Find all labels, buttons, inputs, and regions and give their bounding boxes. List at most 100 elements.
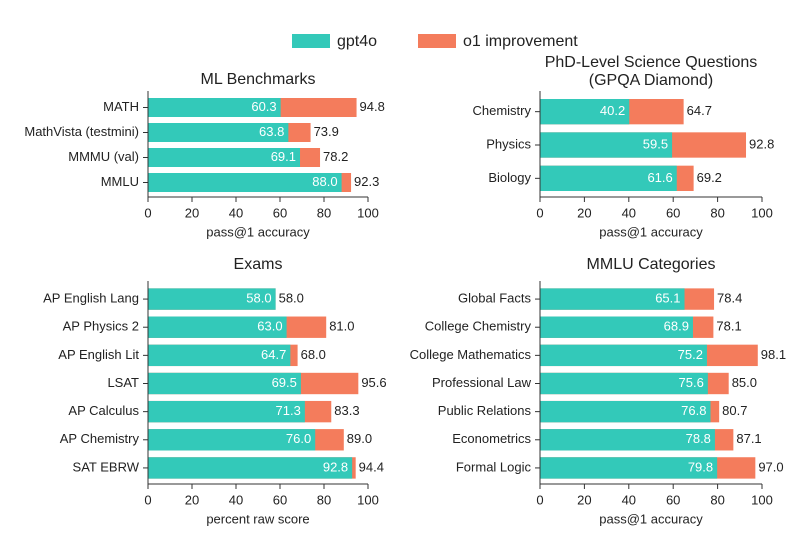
x-axis-label: pass@1 accuracy bbox=[206, 224, 310, 239]
value-label: 94.4 bbox=[359, 459, 384, 474]
x-tick-label: 0 bbox=[144, 205, 151, 220]
y-tick-label: Global Facts bbox=[458, 291, 531, 306]
y-tick-label: College Chemistry bbox=[425, 319, 532, 334]
value-label: 59.5 bbox=[643, 136, 668, 151]
value-label: 76.8 bbox=[681, 403, 706, 418]
x-tick-label: 0 bbox=[536, 492, 543, 507]
y-tick-label: Biology bbox=[488, 170, 531, 185]
bar bbox=[540, 165, 677, 191]
x-tick-label: 20 bbox=[577, 492, 591, 507]
x-tick-label: 80 bbox=[317, 492, 331, 507]
y-tick-label: MathVista (testmini) bbox=[24, 124, 139, 139]
x-tick-label: 20 bbox=[577, 205, 591, 220]
value-label: 58.0 bbox=[279, 291, 304, 306]
value-label: 69.1 bbox=[271, 149, 296, 164]
y-tick-label: Physics bbox=[486, 136, 531, 151]
x-tick-label: 100 bbox=[751, 205, 773, 220]
y-tick-label: AP Calculus bbox=[68, 403, 139, 418]
value-label: 60.3 bbox=[251, 99, 276, 114]
x-tick-label: 40 bbox=[622, 492, 636, 507]
value-label: 81.0 bbox=[329, 319, 354, 334]
y-tick-label: Professional Law bbox=[432, 375, 532, 390]
value-label: 78.2 bbox=[323, 149, 348, 164]
y-tick-label: Chemistry bbox=[472, 103, 531, 118]
chart-title: (GPQA Diamond) bbox=[589, 72, 713, 89]
value-label: 65.1 bbox=[655, 291, 680, 306]
y-tick-label: MMLU bbox=[101, 174, 139, 189]
bar bbox=[148, 344, 291, 367]
y-tick-label: MMMU (val) bbox=[68, 149, 139, 164]
value-label: 40.2 bbox=[600, 103, 625, 118]
chart-title: PhD-Level Science Questions bbox=[545, 54, 758, 71]
value-label: 92.8 bbox=[749, 136, 774, 151]
value-label: 58.0 bbox=[246, 291, 271, 306]
x-tick-label: 20 bbox=[185, 205, 199, 220]
x-tick-label: 0 bbox=[144, 492, 151, 507]
x-axis-label: percent raw score bbox=[206, 511, 309, 526]
bar bbox=[148, 123, 289, 142]
value-label: 97.0 bbox=[758, 459, 783, 474]
x-axis-label: pass@1 accuracy bbox=[599, 511, 703, 526]
value-label: 73.9 bbox=[314, 124, 339, 139]
bar bbox=[148, 288, 276, 310]
value-label: 68.0 bbox=[301, 347, 326, 362]
bar bbox=[540, 457, 718, 479]
value-label: 92.3 bbox=[354, 174, 379, 189]
bar bbox=[540, 316, 693, 338]
x-tick-label: 60 bbox=[273, 492, 287, 507]
value-label: 78.8 bbox=[686, 431, 711, 446]
value-label: 88.0 bbox=[312, 174, 337, 189]
bar bbox=[148, 457, 353, 479]
x-tick-label: 80 bbox=[710, 205, 724, 220]
value-label: 63.8 bbox=[259, 124, 284, 139]
x-tick-label: 20 bbox=[185, 492, 199, 507]
bar bbox=[148, 372, 301, 395]
value-label: 83.3 bbox=[334, 403, 359, 418]
value-label: 69.5 bbox=[272, 375, 297, 390]
x-tick-label: 60 bbox=[666, 205, 680, 220]
legend-label: gpt4o bbox=[337, 33, 377, 50]
bar bbox=[148, 400, 305, 423]
value-label: 94.8 bbox=[360, 99, 385, 114]
chart-title: Exams bbox=[234, 256, 283, 273]
bar bbox=[148, 316, 287, 338]
bar bbox=[540, 344, 707, 367]
value-label: 92.8 bbox=[323, 459, 348, 474]
y-tick-label: College Mathematics bbox=[410, 347, 532, 362]
x-tick-label: 60 bbox=[273, 205, 287, 220]
x-tick-label: 100 bbox=[357, 492, 379, 507]
y-tick-label: AP English Lit bbox=[58, 347, 139, 362]
value-label: 80.7 bbox=[722, 403, 747, 418]
value-label: 87.1 bbox=[736, 431, 761, 446]
value-label: 78.1 bbox=[716, 319, 741, 334]
value-label: 76.0 bbox=[286, 431, 311, 446]
x-tick-label: 40 bbox=[622, 205, 636, 220]
x-tick-label: 100 bbox=[357, 205, 379, 220]
x-tick-label: 80 bbox=[710, 492, 724, 507]
legend-label: o1 improvement bbox=[463, 33, 578, 50]
value-label: 63.0 bbox=[257, 319, 282, 334]
value-label: 85.0 bbox=[732, 375, 757, 390]
value-label: 89.0 bbox=[347, 431, 372, 446]
x-tick-label: 80 bbox=[317, 205, 331, 220]
bar bbox=[148, 98, 281, 117]
value-label: 95.6 bbox=[361, 375, 386, 390]
bar bbox=[540, 400, 711, 423]
y-tick-label: Public Relations bbox=[438, 403, 532, 418]
bar bbox=[148, 173, 342, 192]
y-tick-label: AP Physics 2 bbox=[63, 319, 139, 334]
value-label: 75.2 bbox=[678, 347, 703, 362]
x-axis-label: pass@1 accuracy bbox=[599, 224, 703, 239]
y-tick-label: AP English Lang bbox=[43, 291, 139, 306]
x-tick-label: 0 bbox=[536, 205, 543, 220]
y-tick-label: LSAT bbox=[107, 375, 139, 390]
y-tick-label: SAT EBRW bbox=[73, 459, 140, 474]
x-tick-label: 40 bbox=[229, 492, 243, 507]
chart-title: MMLU Categories bbox=[587, 256, 716, 273]
y-tick-label: Formal Logic bbox=[456, 459, 532, 474]
y-tick-label: Econometrics bbox=[452, 431, 531, 446]
value-label: 79.8 bbox=[688, 459, 713, 474]
value-label: 78.4 bbox=[717, 291, 742, 306]
bar bbox=[540, 288, 685, 310]
